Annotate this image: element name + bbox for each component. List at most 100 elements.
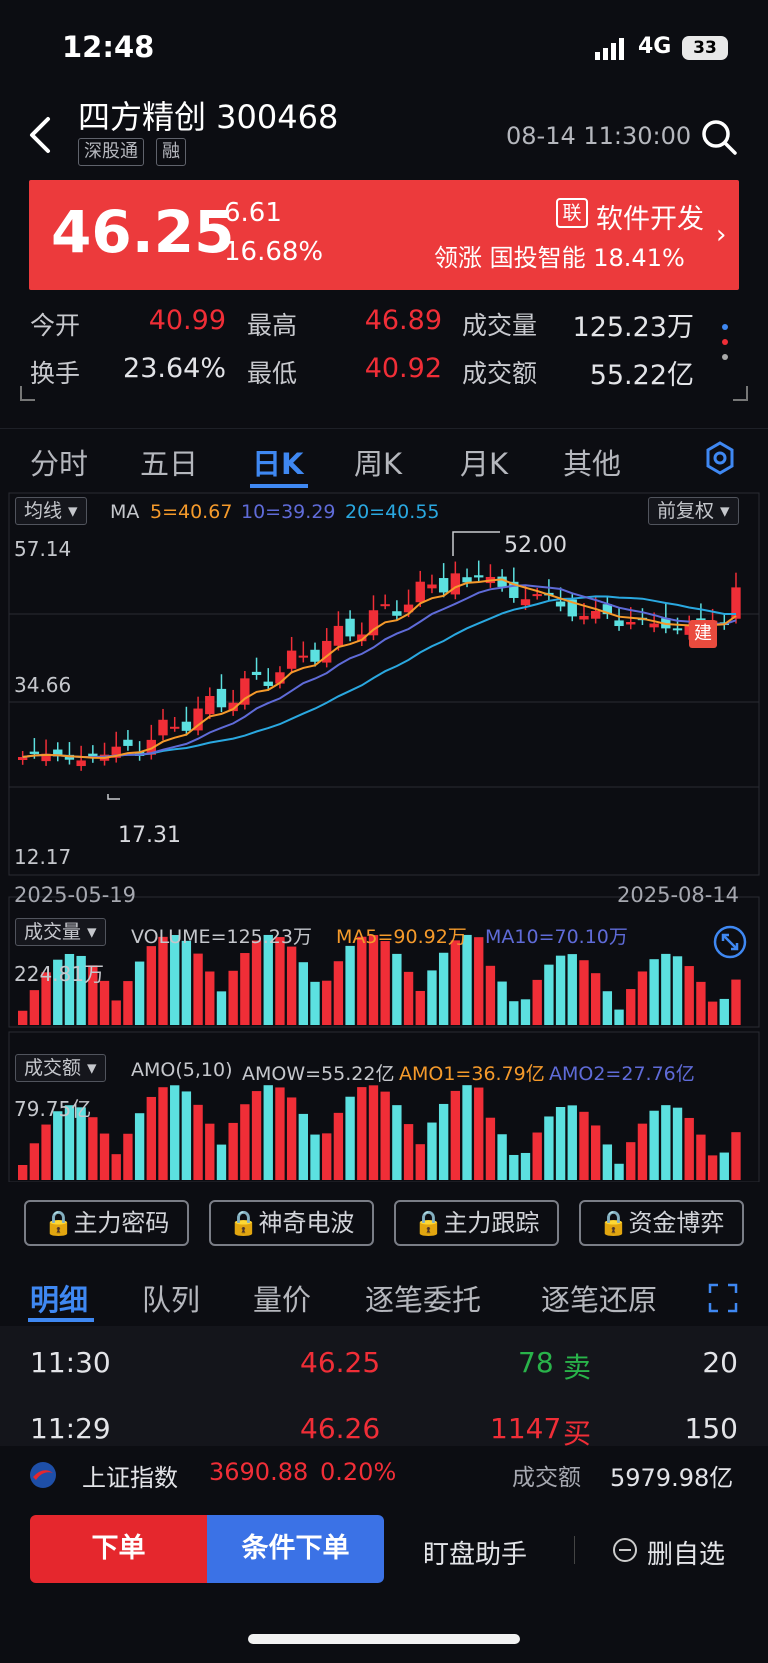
volume-bar xyxy=(123,1133,133,1180)
adjust-dropdown[interactable]: 前复权 ▾ xyxy=(648,497,739,525)
watch-assistant-button[interactable]: 盯盘助手 xyxy=(423,1540,528,1570)
table-row: 11:30 46.25 78 卖 20 xyxy=(0,1334,768,1394)
tool-capital-game[interactable]: 🔒资金博弈 xyxy=(579,1200,744,1246)
trade-ticks: 11:30 46.25 78 卖 20 11:29 46.26 1147 买 1… xyxy=(0,1326,768,1450)
volume-bar xyxy=(216,1144,227,1180)
tab-monthly-k[interactable]: 月K xyxy=(460,447,509,481)
volume-bar xyxy=(509,1154,519,1180)
candle-body xyxy=(357,634,367,642)
kline-chart[interactable] xyxy=(8,492,760,1182)
amount-dropdown[interactable]: 成交额 ▾ xyxy=(15,1054,106,1082)
volume-bar xyxy=(731,979,741,1025)
tab-other[interactable]: 其他 xyxy=(563,447,622,481)
tab-five-day[interactable]: 五日 xyxy=(140,447,199,481)
tag-margin: 融 xyxy=(156,138,186,166)
index-name: 上证指数 xyxy=(82,1464,178,1492)
volume-bar xyxy=(462,934,472,1025)
tab-queue[interactable]: 队列 xyxy=(142,1283,201,1317)
candle-body xyxy=(626,621,636,625)
expand-corners-icon[interactable] xyxy=(20,386,748,402)
volume-bar xyxy=(719,998,729,1025)
volume-bar xyxy=(567,954,577,1025)
price-banner[interactable]: 46.25 6.61 16.68% 联 软件开发 领涨 国投智能 18.41% … xyxy=(29,180,739,290)
volume-bar xyxy=(228,1122,238,1180)
volume-bar xyxy=(438,1103,449,1180)
volume-bar xyxy=(298,962,308,1025)
amow-value: AMOW=55.22亿 xyxy=(242,1063,395,1085)
volume-bar xyxy=(684,1117,694,1180)
volume-bar xyxy=(614,1009,624,1025)
tool-magic-wave[interactable]: 🔒神奇电波 xyxy=(209,1200,374,1246)
candle-body xyxy=(579,615,589,620)
battery-icon: 33 xyxy=(682,36,728,60)
volume-bar xyxy=(170,1085,180,1180)
kline-tabs: 分时 五日 日K 周K 月K 其他 xyxy=(0,428,768,488)
volume-bar xyxy=(134,1113,145,1180)
candle-body xyxy=(263,681,273,686)
volume-bar xyxy=(88,1117,98,1180)
volume-bar xyxy=(474,937,484,1025)
volume-bar xyxy=(29,1143,40,1180)
turnover-value: 23.64% xyxy=(123,353,226,384)
tag-shenzhen-connect: 深股通 xyxy=(78,138,144,166)
volume-bar xyxy=(672,956,683,1025)
tick-qty: 78 xyxy=(518,1346,554,1379)
candle-body xyxy=(462,577,472,583)
cellular-signal-icon xyxy=(595,38,624,60)
back-arrow-icon[interactable] xyxy=(26,115,56,155)
y-axis-top: 57.14 xyxy=(14,537,72,561)
ma-dropdown[interactable]: 均线 ▾ xyxy=(15,497,87,525)
search-icon[interactable] xyxy=(700,118,738,156)
tool-main-force-code[interactable]: 🔒主力密码 xyxy=(24,1200,189,1246)
adjust-label: 前复权 xyxy=(657,500,715,522)
more-dots-icon[interactable] xyxy=(721,322,729,362)
volume-dropdown[interactable]: 成交量 ▾ xyxy=(15,918,106,946)
date-end: 2025-08-14 xyxy=(617,883,740,907)
tab-intraday[interactable]: 分时 xyxy=(30,447,89,481)
tab-daily-k[interactable]: 日K xyxy=(252,447,304,481)
volume-bar xyxy=(18,1010,28,1025)
tab-order-by-order[interactable]: 逐笔委托 xyxy=(365,1283,482,1317)
tab-volume-price[interactable]: 量价 xyxy=(253,1283,312,1317)
fullscreen-toggle-icon[interactable] xyxy=(713,925,747,959)
gear-icon[interactable] xyxy=(703,441,737,475)
volume-bar xyxy=(205,1123,215,1180)
volume-bar xyxy=(310,1134,320,1180)
volume-bar xyxy=(286,946,297,1025)
volume-bar xyxy=(111,1000,121,1025)
volume-bar xyxy=(146,1096,156,1180)
index-ticker[interactable]: 上证指数 3690.88 0.20% 成交额 5979.98亿 xyxy=(0,1446,768,1496)
volume-ma5: MA5=90.92万 xyxy=(336,926,467,948)
candle-body xyxy=(181,721,192,731)
open-value: 40.99 xyxy=(148,305,226,336)
candle-body xyxy=(333,625,344,646)
conditional-order-button[interactable]: 条件下单 xyxy=(207,1515,384,1583)
turnover-label: 换手 xyxy=(30,359,81,388)
remove-watchlist-button[interactable]: 删自选 xyxy=(647,1540,726,1570)
volume-bar xyxy=(509,1001,519,1025)
active-detail-tab-indicator xyxy=(28,1318,94,1322)
place-order-button[interactable]: 下单 xyxy=(30,1515,207,1583)
tab-trade-replay[interactable]: 逐笔还原 xyxy=(541,1283,658,1317)
tool-main-force-tracking[interactable]: 🔒主力跟踪 xyxy=(394,1200,559,1246)
tab-weekly-k[interactable]: 周K xyxy=(354,447,403,481)
volume-bar xyxy=(275,937,285,1025)
volume-bar xyxy=(450,940,461,1025)
build-position-badge[interactable]: 建 xyxy=(689,620,717,648)
candle-body xyxy=(438,578,449,593)
volume-bar xyxy=(649,1110,659,1180)
expand-icon[interactable] xyxy=(708,1283,738,1313)
amount-value: 55.22亿 xyxy=(589,360,694,391)
candle-body xyxy=(345,618,355,637)
volume-bar xyxy=(450,1090,461,1180)
volume-bar xyxy=(333,961,344,1025)
network-type: 4G xyxy=(638,34,672,59)
volume-bar xyxy=(193,1104,203,1180)
candle-body xyxy=(649,623,659,628)
amount-y-max: 79.75亿 xyxy=(14,1097,92,1121)
tab-detail[interactable]: 明细 xyxy=(30,1283,89,1317)
volume-value: VOLUME=125.23万 xyxy=(131,926,312,948)
volume-bar xyxy=(286,1097,297,1180)
candle-body xyxy=(76,760,86,767)
amount-bars xyxy=(18,1085,741,1180)
